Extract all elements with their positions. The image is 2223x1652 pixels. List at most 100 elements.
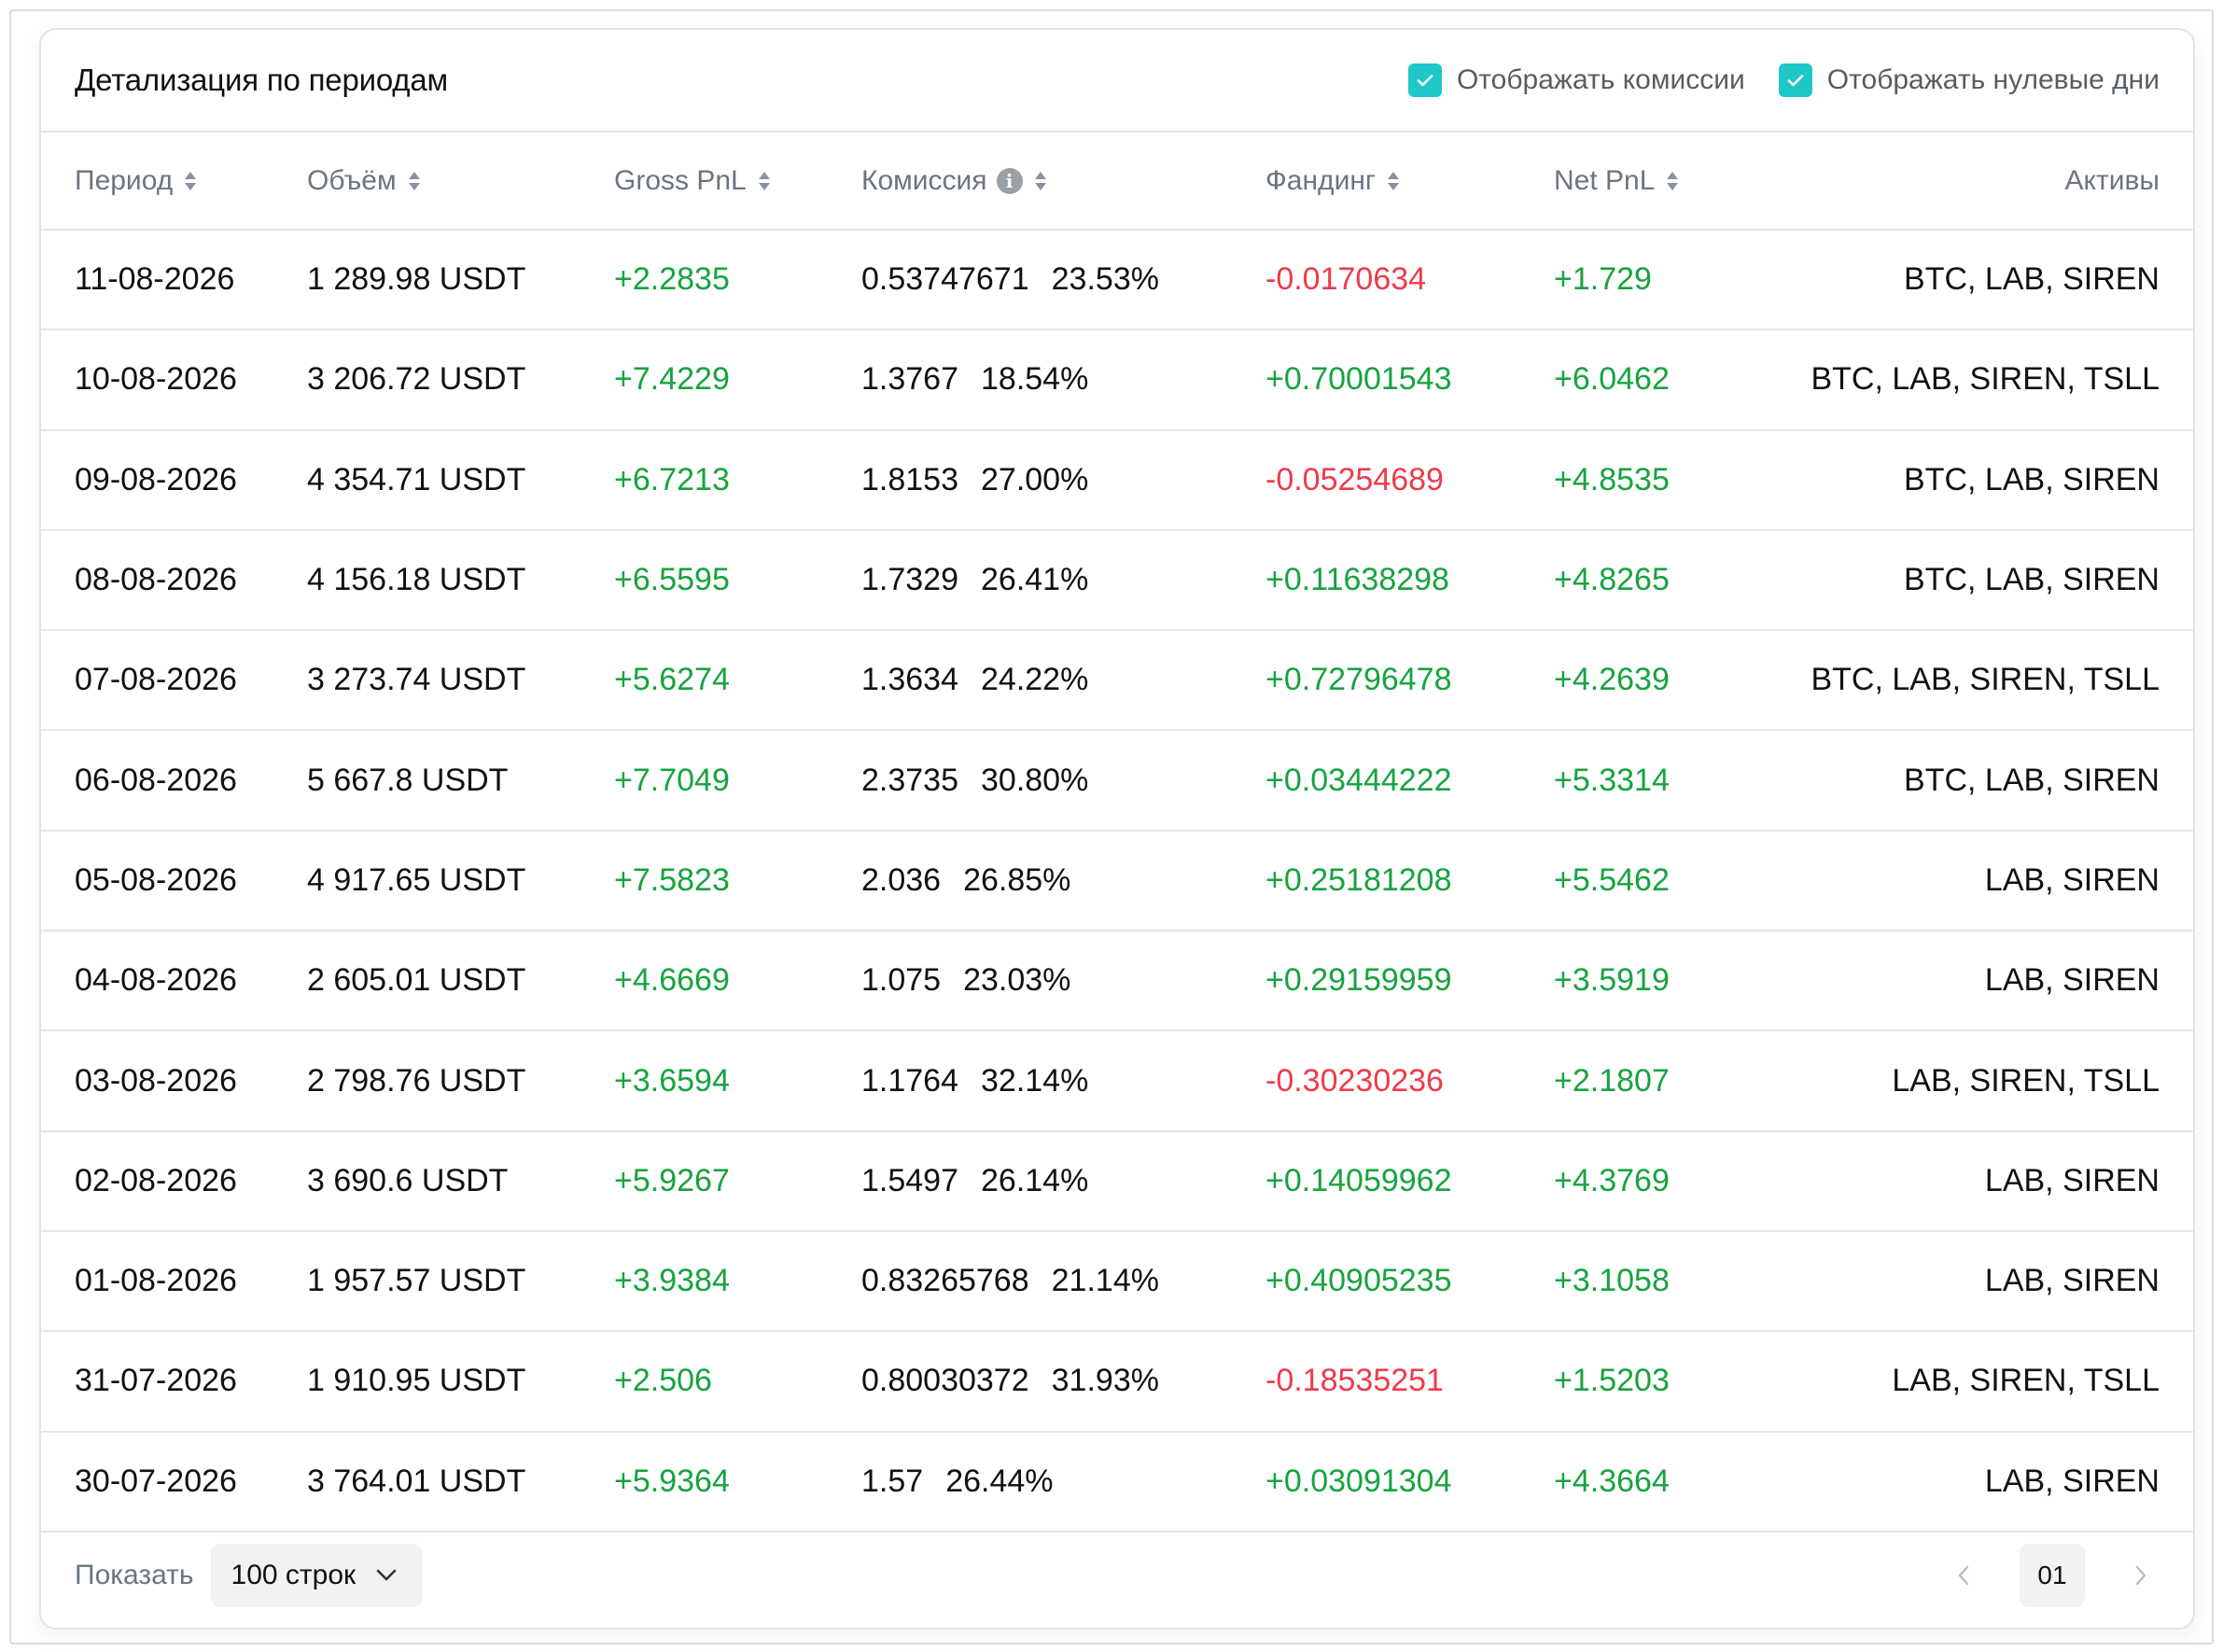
fee-value: 1.57 bbox=[861, 1463, 924, 1499]
cell-funding: +0.03444222 bbox=[1265, 730, 1554, 832]
cell-fee: 1.3767 18.54% bbox=[861, 329, 1265, 431]
cell-period: 30-07-2026 bbox=[41, 1431, 307, 1533]
sort-icon bbox=[1667, 171, 1679, 190]
cell-volume: 3 273.74 USDT bbox=[307, 630, 614, 732]
cell-fee: 1.57 26.44% bbox=[861, 1431, 1265, 1533]
cell-gross-pnl: +5.9267 bbox=[614, 1130, 861, 1232]
cell-net-pnl: +3.5919 bbox=[1554, 931, 1796, 1032]
cell-assets: LAB, SIREN, TSLL bbox=[1796, 1030, 2193, 1132]
fee-percent: 21.14% bbox=[1051, 1263, 1159, 1299]
chevron-left-icon bbox=[1958, 1565, 1969, 1586]
cell-assets: BTC, LAB, SIREN, TSLL bbox=[1796, 329, 2193, 431]
cell-funding: +0.40905235 bbox=[1265, 1230, 1554, 1333]
cell-period: 07-08-2026 bbox=[41, 630, 307, 732]
show-zero-days-label: Отображать нулевые дни bbox=[1826, 64, 2160, 95]
show-zero-days-toggle[interactable]: Отображать нулевые дни bbox=[1778, 63, 2160, 97]
periods-table: Период Объём Gross PnL Комиссия i bbox=[41, 133, 2193, 1533]
table-row: 07-08-2026 3 273.74 USDT +5.6274 1.3634 24.2… bbox=[41, 630, 2193, 732]
cell-volume: 1 910.95 USDT bbox=[307, 1331, 614, 1433]
cell-volume: 3 764.01 USDT bbox=[307, 1431, 614, 1533]
card-header: Детализация по периодам Отображать комис… bbox=[41, 30, 2193, 133]
cell-funding: +0.25181208 bbox=[1265, 830, 1554, 932]
info-icon[interactable]: i bbox=[996, 167, 1023, 194]
cell-assets: LAB, SIREN bbox=[1796, 830, 2193, 932]
page-button-current[interactable]: 01 bbox=[2020, 1544, 2085, 1607]
fee-value: 1.3767 bbox=[861, 361, 958, 398]
fee-value: 2.3735 bbox=[861, 762, 958, 798]
cell-net-pnl: +4.8265 bbox=[1554, 529, 1796, 632]
cell-assets: LAB, SIREN, TSLL bbox=[1796, 1331, 2193, 1433]
column-header-fee[interactable]: Комиссия i bbox=[861, 133, 1265, 231]
fee-percent: 23.03% bbox=[963, 962, 1071, 999]
show-fees-toggle[interactable]: Отображать комиссии bbox=[1407, 63, 1745, 97]
cell-assets: BTC, LAB, SIREN bbox=[1796, 730, 2193, 832]
cell-funding: -0.18535251 bbox=[1265, 1331, 1554, 1433]
column-label: Комиссия bbox=[861, 164, 987, 196]
cell-period: 31-07-2026 bbox=[41, 1331, 307, 1433]
cell-net-pnl: +5.3314 bbox=[1554, 730, 1796, 832]
cell-net-pnl: +4.8535 bbox=[1554, 429, 1796, 531]
cell-assets: LAB, SIREN bbox=[1796, 931, 2193, 1032]
sort-icon bbox=[185, 171, 197, 190]
show-zero-days-checkbox[interactable] bbox=[1778, 63, 1812, 97]
prev-page-button[interactable] bbox=[1945, 1557, 1982, 1594]
column-header-gross-pnl[interactable]: Gross PnL bbox=[614, 133, 861, 231]
cell-gross-pnl: +2.2835 bbox=[614, 230, 861, 331]
rows-per-page-select[interactable]: 100 строк bbox=[210, 1544, 424, 1607]
window-frame: Детализация по периодам Отображать комис… bbox=[9, 9, 2214, 1645]
chevron-right-icon bbox=[2135, 1565, 2146, 1586]
cell-funding: +0.03091304 bbox=[1265, 1431, 1554, 1533]
cell-funding: +0.29159959 bbox=[1265, 931, 1554, 1032]
show-fees-checkbox[interactable] bbox=[1407, 63, 1442, 97]
cell-gross-pnl: +7.4229 bbox=[614, 329, 861, 431]
cell-period: 08-08-2026 bbox=[41, 529, 307, 632]
cell-net-pnl: +3.1058 bbox=[1554, 1230, 1796, 1333]
fee-value: 1.7329 bbox=[861, 562, 958, 598]
cell-fee: 2.3735 30.80% bbox=[861, 730, 1265, 832]
fee-value: 2.036 bbox=[861, 861, 942, 898]
fee-percent: 27.00% bbox=[981, 461, 1089, 497]
cell-funding: +0.72796478 bbox=[1265, 630, 1554, 732]
column-header-period[interactable]: Период bbox=[41, 133, 307, 231]
cell-period: 09-08-2026 bbox=[41, 429, 307, 531]
cell-assets: LAB, SIREN bbox=[1796, 1230, 2193, 1333]
fee-percent: 26.41% bbox=[981, 562, 1089, 598]
cell-assets: BTC, LAB, SIREN, TSLL bbox=[1796, 630, 2193, 732]
rows-per-page-control: Показать 100 строк bbox=[75, 1544, 424, 1607]
column-label: Gross PnL bbox=[614, 164, 747, 196]
cell-funding: +0.11638298 bbox=[1265, 529, 1554, 632]
column-label: Объём bbox=[307, 164, 397, 196]
cell-net-pnl: +4.2639 bbox=[1554, 630, 1796, 732]
cell-volume: 2 798.76 USDT bbox=[307, 1030, 614, 1132]
column-label: Период bbox=[75, 164, 174, 196]
table-row: 06-08-2026 5 667.8 USDT +7.7049 2.3735 30.80… bbox=[41, 730, 2193, 832]
sort-icon bbox=[1387, 171, 1399, 190]
sort-icon bbox=[1034, 171, 1046, 190]
cell-period: 06-08-2026 bbox=[41, 730, 307, 832]
cell-gross-pnl: +3.6594 bbox=[614, 1030, 861, 1132]
column-header-funding[interactable]: Фандинг bbox=[1265, 133, 1554, 231]
cell-fee: 2.036 26.85% bbox=[861, 830, 1265, 932]
next-page-button[interactable] bbox=[2122, 1557, 2160, 1594]
toggles: Отображать комиссии Отображать нулевые д… bbox=[1407, 63, 2160, 97]
cell-fee: 0.83265768 21.14% bbox=[861, 1230, 1265, 1333]
column-header-net-pnl[interactable]: Net PnL bbox=[1554, 133, 1796, 231]
cell-funding: +0.14059962 bbox=[1265, 1130, 1554, 1232]
cell-funding: -0.0170634 bbox=[1265, 230, 1554, 331]
cell-net-pnl: +2.1807 bbox=[1554, 1030, 1796, 1132]
cell-fee: 1.7329 26.41% bbox=[861, 529, 1265, 632]
table-row: 31-07-2026 1 910.95 USDT +2.506 0.80030372 3… bbox=[41, 1331, 2193, 1433]
cell-net-pnl: +5.5462 bbox=[1554, 830, 1796, 932]
cell-fee: 1.8153 27.00% bbox=[861, 429, 1265, 531]
cell-volume: 4 156.18 USDT bbox=[307, 529, 614, 632]
cell-gross-pnl: +2.506 bbox=[614, 1331, 861, 1433]
cell-net-pnl: +1.729 bbox=[1554, 230, 1796, 331]
table-body: 11-08-2026 1 289.98 USDT +2.2835 0.53747671… bbox=[41, 230, 2193, 1533]
fee-percent: 26.44% bbox=[945, 1463, 1054, 1499]
fee-value: 1.3634 bbox=[861, 662, 958, 698]
fee-percent: 31.93% bbox=[1051, 1363, 1159, 1399]
fee-value: 1.1764 bbox=[861, 1062, 958, 1099]
column-header-volume[interactable]: Объём bbox=[307, 133, 614, 231]
cell-period: 10-08-2026 bbox=[41, 329, 307, 431]
table-row: 09-08-2026 4 354.71 USDT +6.7213 1.8153 27.0… bbox=[41, 429, 2193, 531]
